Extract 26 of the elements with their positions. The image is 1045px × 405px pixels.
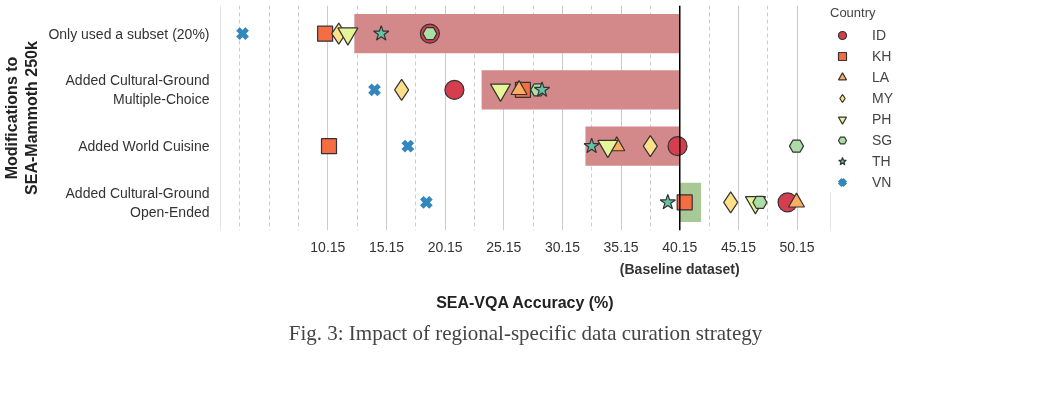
x-tick-label: 20.15 xyxy=(427,238,463,255)
x-axis-title: SEA-VQA Accuracy (%) xyxy=(436,293,614,311)
legend-label: SG xyxy=(872,131,893,150)
y-tick-label: Added World Cuisine xyxy=(78,138,210,155)
x-tick-label: 10.15 xyxy=(310,238,346,255)
legend-label: ID xyxy=(872,26,887,45)
legend-label: VN xyxy=(872,173,892,192)
x-tick-label: 45.15 xyxy=(720,238,757,255)
x-tick-label: 15.15 xyxy=(368,238,405,255)
y-tick-label: Added Cultural-Ground Open-Ended xyxy=(65,184,210,220)
ref-line-label: (Baseline dataset) xyxy=(619,260,740,277)
legend-label: MY xyxy=(872,89,893,108)
x-tick-label: 50.15 xyxy=(779,238,815,255)
x-tick-label: 30.15 xyxy=(544,238,581,255)
x-tick-label: 35.15 xyxy=(603,238,639,255)
y-tick-label: Added Cultural-Ground Multiple-Choice xyxy=(65,72,210,108)
legend-label: KH xyxy=(872,47,892,66)
legend-label: PH xyxy=(872,110,892,129)
x-tick-label: 25.15 xyxy=(486,238,522,255)
x-tick-label: 40.15 xyxy=(662,238,698,255)
caption: Fig. 3: Impact of regional-specific data curation strategy xyxy=(288,320,763,345)
legend-title: Country xyxy=(830,5,877,20)
legend-label: LA xyxy=(872,68,891,87)
legend-label: TH xyxy=(872,152,892,171)
y-axis-title: Modifications to SEA-Mammoth 250k xyxy=(3,40,41,195)
y-tick-label: Only used a subset (20%) xyxy=(48,25,210,42)
